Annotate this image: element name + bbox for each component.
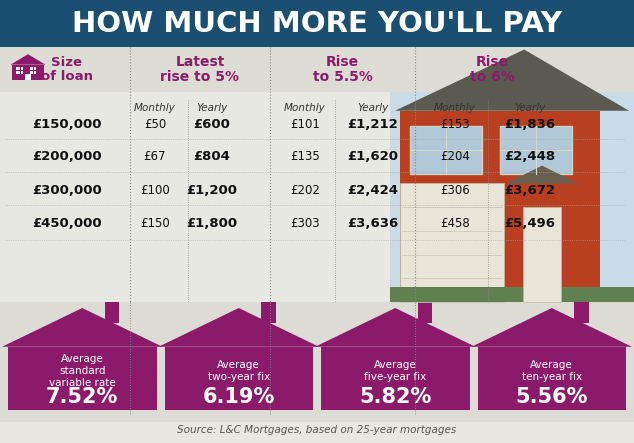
Polygon shape	[315, 308, 476, 347]
FancyBboxPatch shape	[321, 347, 470, 410]
FancyBboxPatch shape	[400, 111, 600, 302]
FancyBboxPatch shape	[477, 347, 626, 410]
Text: £2,424: £2,424	[347, 183, 399, 197]
Text: Yearly: Yearly	[197, 103, 228, 113]
Text: £1,212: £1,212	[347, 117, 398, 131]
FancyBboxPatch shape	[0, 0, 634, 47]
Text: £101: £101	[290, 117, 320, 131]
Text: £3,636: £3,636	[347, 217, 399, 229]
Text: £1,620: £1,620	[347, 151, 399, 163]
Text: £303: £303	[290, 217, 320, 229]
Text: 5.82%: 5.82%	[359, 387, 432, 408]
FancyBboxPatch shape	[164, 347, 313, 410]
FancyBboxPatch shape	[390, 287, 634, 302]
Text: Yearly: Yearly	[514, 103, 546, 113]
FancyBboxPatch shape	[25, 74, 31, 80]
FancyBboxPatch shape	[30, 67, 36, 74]
FancyBboxPatch shape	[574, 302, 589, 323]
Text: £200,000: £200,000	[32, 151, 102, 163]
Polygon shape	[472, 308, 632, 347]
Polygon shape	[2, 308, 162, 347]
FancyBboxPatch shape	[400, 183, 504, 302]
Text: £67: £67	[144, 151, 166, 163]
Text: £3,672: £3,672	[505, 183, 555, 197]
Polygon shape	[158, 308, 319, 347]
Text: HOW MUCH MORE YOU'LL PAY: HOW MUCH MORE YOU'LL PAY	[72, 9, 562, 38]
FancyBboxPatch shape	[13, 65, 44, 80]
FancyBboxPatch shape	[390, 47, 634, 302]
Text: £100: £100	[140, 183, 170, 197]
Text: £450,000: £450,000	[32, 217, 102, 229]
Text: Monthly: Monthly	[284, 103, 326, 113]
Text: 5.56%: 5.56%	[515, 387, 588, 408]
Text: £306: £306	[440, 183, 470, 197]
Text: Average
standard
variable rate: Average standard variable rate	[49, 354, 115, 388]
FancyBboxPatch shape	[523, 207, 560, 302]
Text: £153: £153	[440, 117, 470, 131]
Text: Source: L&C Mortgages, based on 25-year mortgages: Source: L&C Mortgages, based on 25-year …	[178, 425, 456, 435]
Text: £50: £50	[144, 117, 166, 131]
Text: Monthly: Monthly	[134, 103, 176, 113]
FancyBboxPatch shape	[0, 302, 634, 422]
Text: £5,496: £5,496	[505, 217, 555, 229]
FancyBboxPatch shape	[16, 67, 23, 74]
Text: Size
of loan: Size of loan	[41, 56, 93, 83]
Text: £458: £458	[440, 217, 470, 229]
Text: £202: £202	[290, 183, 320, 197]
FancyBboxPatch shape	[0, 47, 634, 302]
Text: £1,836: £1,836	[505, 117, 555, 131]
Text: £150,000: £150,000	[32, 117, 101, 131]
Text: £1,200: £1,200	[186, 183, 238, 197]
FancyBboxPatch shape	[105, 302, 119, 323]
FancyBboxPatch shape	[261, 302, 276, 323]
FancyBboxPatch shape	[500, 126, 572, 174]
Text: £135: £135	[290, 151, 320, 163]
FancyBboxPatch shape	[0, 92, 634, 302]
Text: Average
ten-year fix: Average ten-year fix	[522, 360, 582, 382]
FancyBboxPatch shape	[418, 302, 432, 323]
Text: Monthly: Monthly	[434, 103, 476, 113]
Text: £2,448: £2,448	[505, 151, 555, 163]
Text: 6.19%: 6.19%	[202, 387, 275, 408]
FancyBboxPatch shape	[0, 47, 634, 92]
Text: £300,000: £300,000	[32, 183, 102, 197]
Text: Rise
to 5.5%: Rise to 5.5%	[313, 55, 372, 84]
Polygon shape	[506, 166, 578, 183]
Polygon shape	[395, 50, 629, 111]
Text: Average
two-year fix: Average two-year fix	[207, 360, 270, 382]
Text: £204: £204	[440, 151, 470, 163]
Text: Rise
to 6%: Rise to 6%	[470, 55, 515, 84]
Text: 7.52%: 7.52%	[46, 387, 119, 408]
Text: Yearly: Yearly	[358, 103, 389, 113]
FancyBboxPatch shape	[8, 347, 157, 410]
Polygon shape	[11, 54, 46, 65]
Text: £600: £600	[193, 117, 230, 131]
FancyBboxPatch shape	[410, 126, 482, 174]
Text: Average
five-year fix: Average five-year fix	[364, 360, 427, 382]
Text: Latest
rise to 5%: Latest rise to 5%	[160, 55, 240, 84]
Text: £1,800: £1,800	[186, 217, 238, 229]
Text: £150: £150	[140, 217, 170, 229]
Text: £804: £804	[193, 151, 230, 163]
